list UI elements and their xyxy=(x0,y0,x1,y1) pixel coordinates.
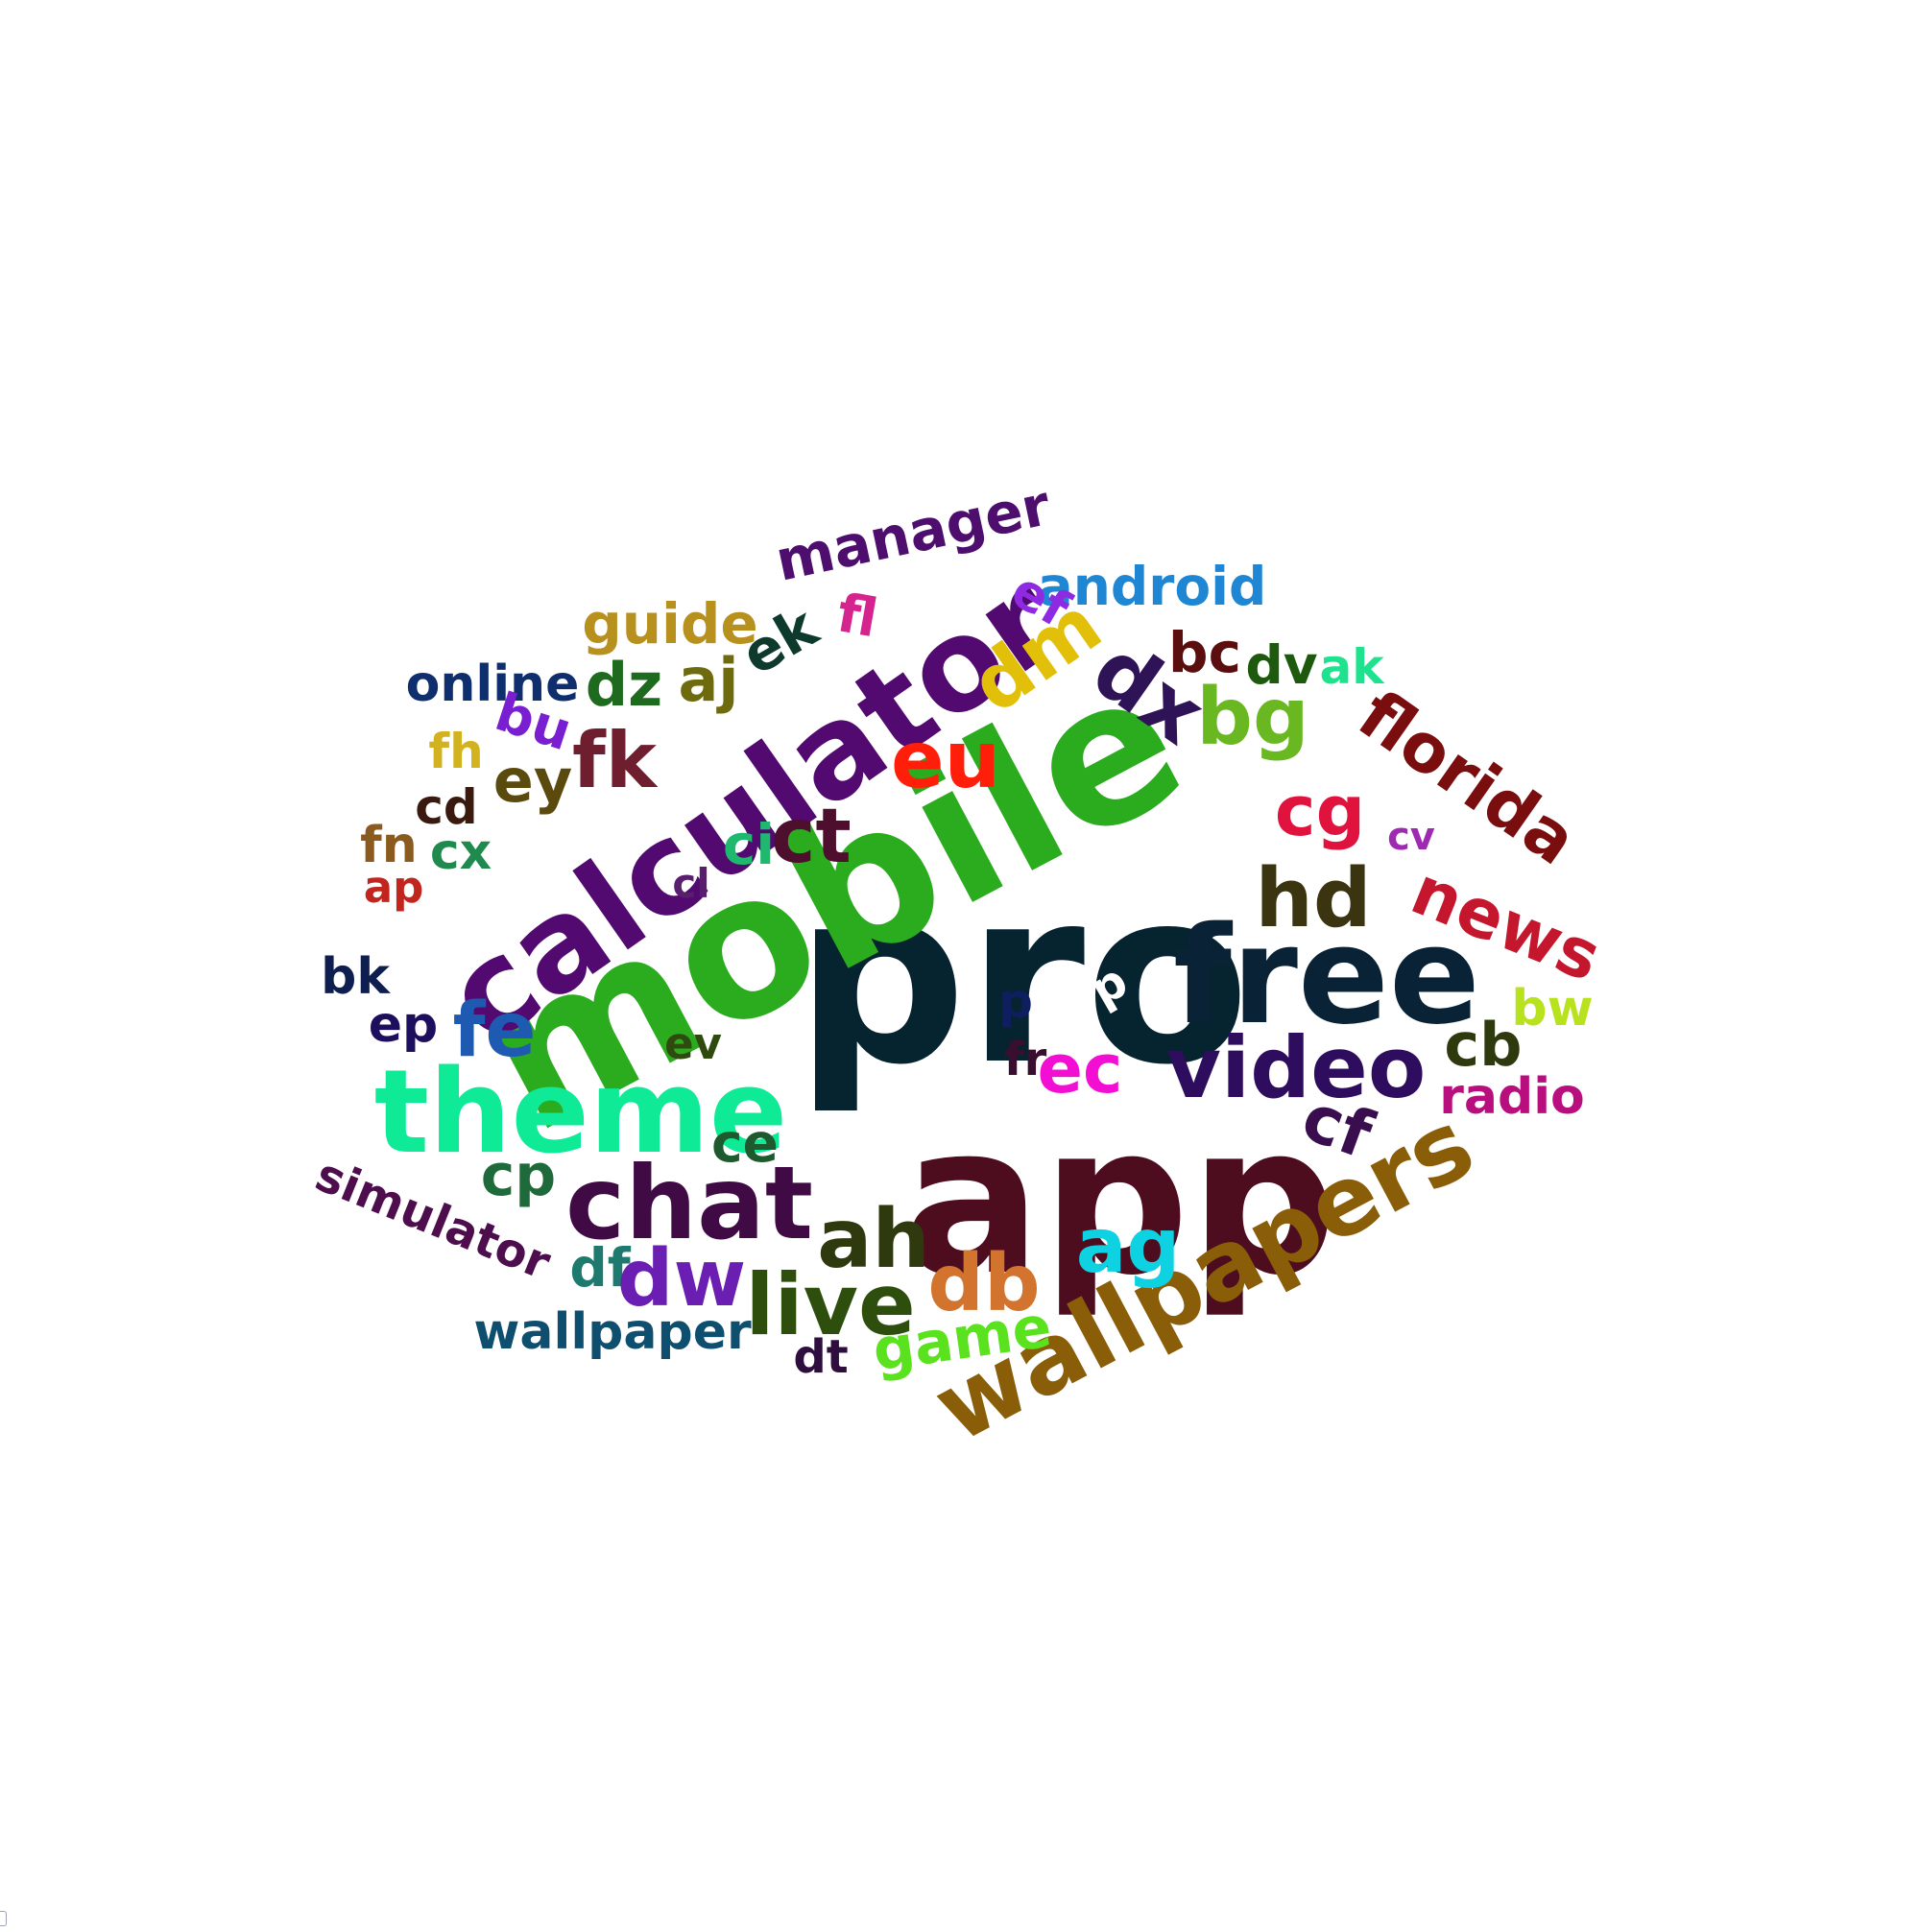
word-dz: dz xyxy=(586,650,662,720)
word-ey: ey xyxy=(493,746,572,816)
word-bk: bk xyxy=(321,948,391,1006)
word-dw: dw xyxy=(617,1233,746,1324)
word-cx: cx xyxy=(430,823,492,881)
word-pro: pro xyxy=(795,838,1250,1117)
word-hd: hd xyxy=(1255,851,1371,946)
word-ap: ap xyxy=(364,862,424,913)
word-video: video xyxy=(1166,1018,1427,1117)
word-fn: fn xyxy=(360,817,418,874)
word-db: db xyxy=(927,1238,1040,1329)
word-bg: bg xyxy=(1196,672,1308,763)
word-aj: aj xyxy=(678,645,738,715)
word-ci: ci xyxy=(723,812,775,877)
word-ev: ev xyxy=(664,1018,722,1069)
word-ct: ct xyxy=(771,794,852,880)
word-live: live xyxy=(745,1255,915,1354)
word-ce: ce xyxy=(711,1112,779,1174)
word-fh: fh xyxy=(428,724,483,779)
scroll-handle[interactable] xyxy=(0,1911,7,1926)
word-dv: dv xyxy=(1245,634,1317,696)
word-online: online xyxy=(406,656,580,713)
word-eu: eu xyxy=(891,715,1000,806)
word-fr: fr xyxy=(1004,1033,1047,1086)
word-cp: cp xyxy=(481,1142,557,1209)
word-ag: ag xyxy=(1076,1204,1180,1290)
word-cb: cb xyxy=(1444,1010,1522,1080)
word-chat: chat xyxy=(565,1145,813,1262)
word-android: android xyxy=(1038,556,1267,617)
word-fe: fe xyxy=(453,988,537,1074)
word-bc: bc xyxy=(1168,620,1241,685)
word-p: p xyxy=(998,973,1033,1029)
word-dt: dt xyxy=(793,1330,848,1384)
word-ak: ak xyxy=(1320,639,1386,695)
word-ec: ec xyxy=(1038,1030,1123,1109)
word-cg: cg xyxy=(1275,771,1365,851)
word-florida: florida xyxy=(1344,675,1591,880)
word-app: app xyxy=(902,1080,1337,1321)
word-free: free xyxy=(1173,898,1480,1055)
word-cd: cd xyxy=(415,779,477,835)
word-df: df xyxy=(569,1237,631,1299)
word-wallpaper: wallpaper xyxy=(473,1303,752,1361)
word-guide: guide xyxy=(582,591,758,656)
word-theme: theme xyxy=(374,1046,788,1180)
word-ep: ep xyxy=(369,996,439,1054)
word-ah: ah xyxy=(817,1192,930,1287)
word-cv: cv xyxy=(1387,815,1435,859)
word-fk: fk xyxy=(572,716,659,805)
word-bw: bw xyxy=(1511,980,1593,1038)
word-cl: cl xyxy=(672,860,709,907)
word-radio: radio xyxy=(1439,1068,1585,1126)
